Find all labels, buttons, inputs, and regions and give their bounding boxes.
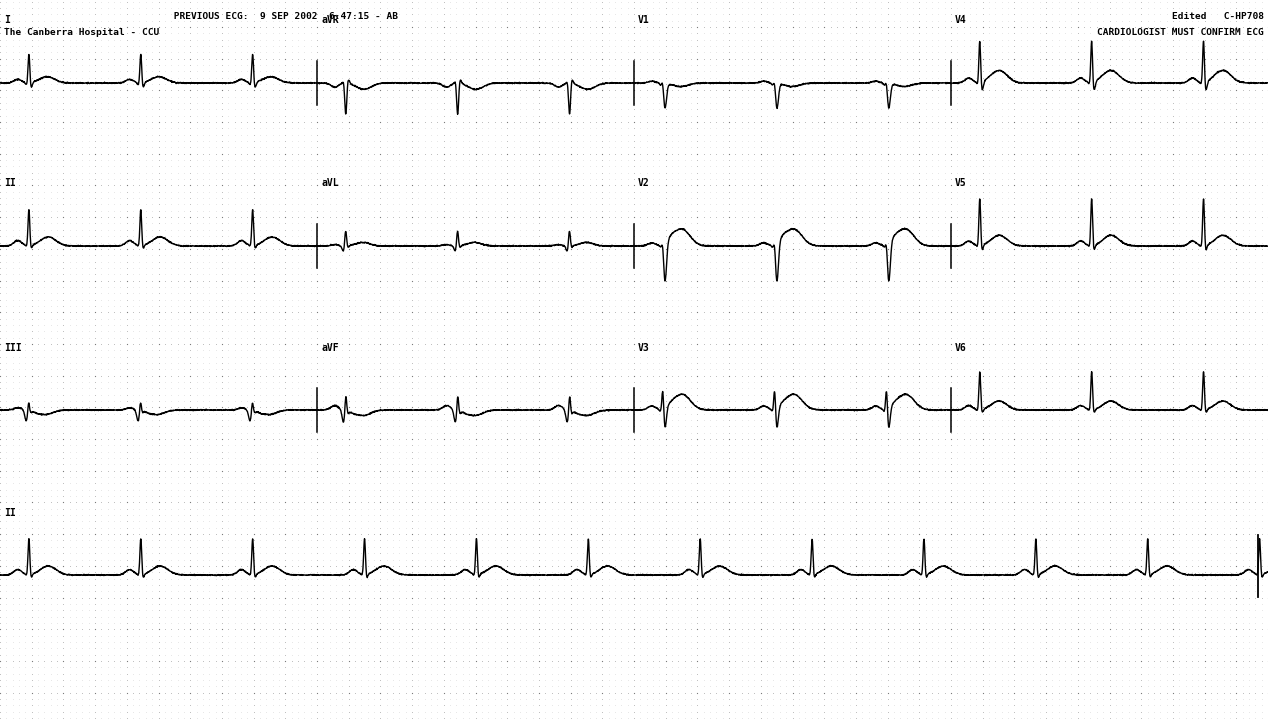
- Text: Edited   C-HP708: Edited C-HP708: [1172, 12, 1264, 21]
- Text: PREVIOUS ECG:  9 SEP 2002  6:47:15 - AB: PREVIOUS ECG: 9 SEP 2002 6:47:15 - AB: [145, 12, 398, 21]
- Text: V6: V6: [955, 343, 966, 353]
- Text: III: III: [4, 343, 22, 353]
- Text: I: I: [4, 15, 10, 25]
- Text: aVF: aVF: [321, 343, 339, 353]
- Text: V3: V3: [638, 343, 649, 353]
- Text: V4: V4: [955, 15, 966, 25]
- Text: aVR: aVR: [321, 15, 339, 25]
- Text: CARDIOLOGIST MUST CONFIRM ECG: CARDIOLOGIST MUST CONFIRM ECG: [1097, 28, 1264, 37]
- Text: V5: V5: [955, 178, 966, 188]
- Text: V2: V2: [638, 178, 649, 188]
- Text: II: II: [4, 508, 15, 518]
- Text: aVL: aVL: [321, 178, 339, 188]
- Text: V1: V1: [638, 15, 649, 25]
- Text: II: II: [4, 178, 15, 188]
- Text: The Canberra Hospital - CCU: The Canberra Hospital - CCU: [4, 28, 160, 37]
